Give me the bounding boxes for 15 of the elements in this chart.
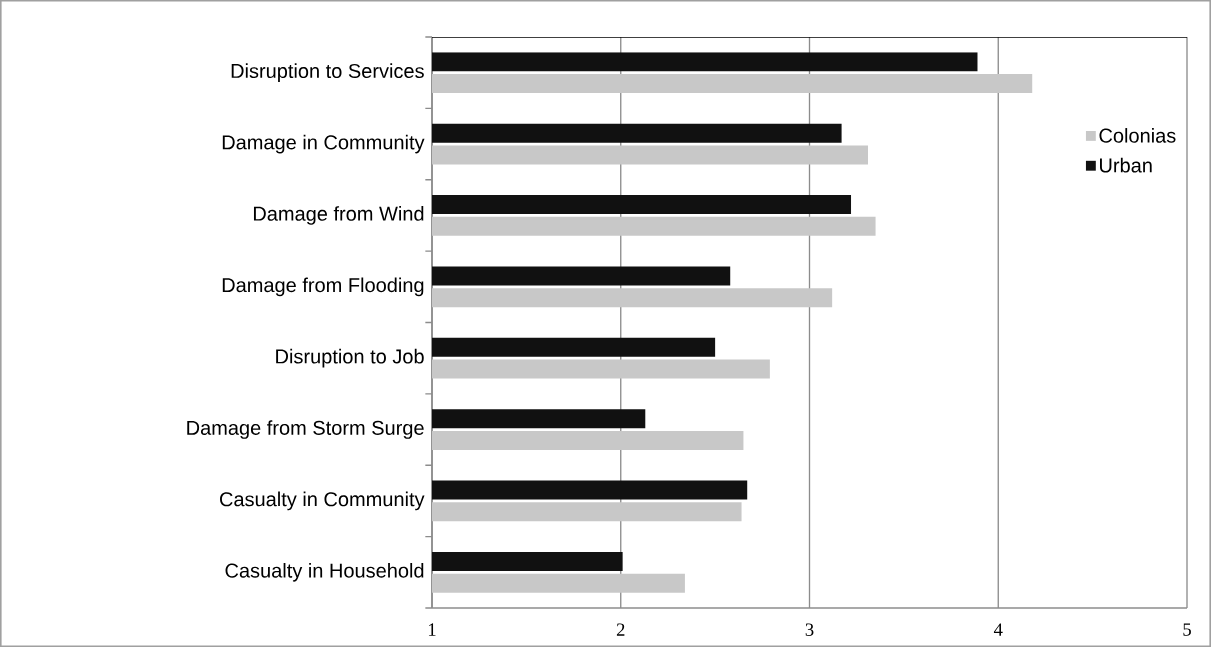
legend-label: Urban xyxy=(1100,157,1152,173)
y-tick-label: Disruption to Services xyxy=(231,63,424,83)
y-tick-label: Casualty in Household xyxy=(225,563,424,582)
x-tick-label: 1 xyxy=(428,623,436,636)
y-tick-label: Casualty in Community xyxy=(220,491,425,511)
x-tick-label: 2 xyxy=(616,623,625,636)
y-tick-label: Damage from Flooding xyxy=(222,277,424,297)
y-tick-label: Damage in Community xyxy=(222,134,425,154)
y-tick-label: Damage from Storm Surge xyxy=(187,420,424,439)
x-tick-label: 4 xyxy=(993,623,1003,636)
y-tick-label: Damage from Wind xyxy=(253,206,424,225)
x-tick-label: 5 xyxy=(1183,623,1191,636)
legend-label: Colonias xyxy=(1099,128,1176,143)
y-tick-label: Disruption to Job xyxy=(276,348,424,368)
x-tick-label: 3 xyxy=(805,623,814,636)
